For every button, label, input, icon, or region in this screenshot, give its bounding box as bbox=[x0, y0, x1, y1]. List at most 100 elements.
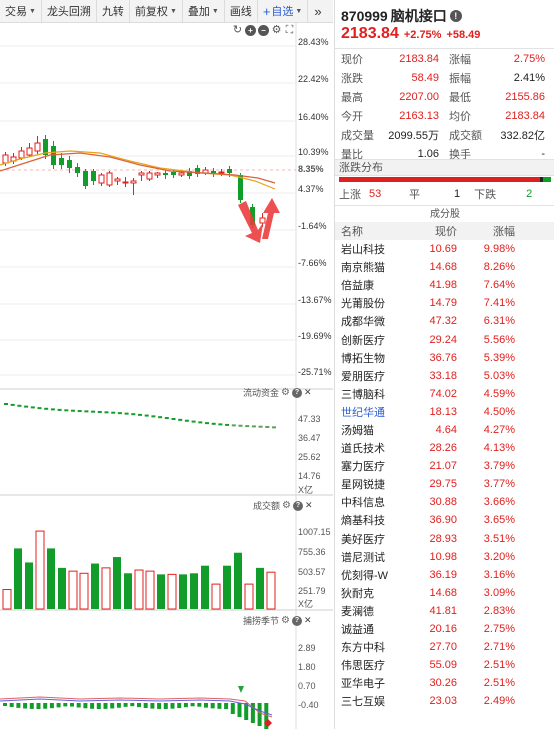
volume-bar-down bbox=[58, 567, 66, 609]
help-icon[interactable]: ? bbox=[291, 615, 302, 626]
constituent-row[interactable]: 星网锐捷 29.75 3.77% bbox=[335, 475, 554, 493]
constituent-row[interactable]: 东方中科 27.70 2.71% bbox=[335, 638, 554, 656]
volume-bar-up bbox=[244, 583, 254, 610]
macd-line bbox=[0, 698, 273, 716]
refresh-icon[interactable]: ↻ bbox=[232, 24, 243, 36]
constituent-row[interactable]: 三七互娱 23.03 2.49% bbox=[335, 692, 554, 710]
constituent-row[interactable]: 道氏技术 28.26 4.13% bbox=[335, 439, 554, 457]
constituent-row[interactable]: 岩山科技 10.69 9.98% bbox=[335, 240, 554, 258]
macd-bar bbox=[163, 703, 168, 709]
macd-bar bbox=[103, 703, 108, 709]
flow-mark bbox=[158, 416, 163, 419]
constituent-name: 倍益康 bbox=[341, 280, 374, 293]
toolbar-button[interactable]: 画线 bbox=[225, 0, 258, 23]
constituent-row[interactable]: 成都华微 47.32 6.31% bbox=[335, 312, 554, 330]
toolbar-button[interactable]: 龙头回溯 bbox=[42, 0, 97, 23]
quote-grid: 现价 2183.84 涨幅 2.75% 涨跌 58.49 振幅 2.41% 最高 2207.00 最… bbox=[335, 48, 554, 163]
indicator-axis-label: 2.89 bbox=[298, 643, 316, 653]
constituent-name: 三七互娱 bbox=[341, 696, 385, 709]
flow-mark bbox=[111, 411, 116, 414]
close-icon[interactable]: ✕ bbox=[303, 387, 312, 397]
add-favorite-button[interactable]: + 自选 ▼ bbox=[258, 0, 309, 23]
constituent-name: 麦澜德 bbox=[341, 605, 374, 618]
macd-bar bbox=[183, 703, 188, 708]
gear-icon[interactable]: ⚙ bbox=[281, 615, 290, 626]
toolbar-button[interactable]: 叠加 ▼ bbox=[183, 0, 225, 23]
zoom-out-icon[interactable]: − bbox=[258, 25, 269, 36]
constituent-name: 中科信息 bbox=[341, 497, 385, 510]
constituent-name: 成都华微 bbox=[341, 316, 385, 329]
constituent-row[interactable]: 伟思医疗 55.09 2.51% bbox=[335, 656, 554, 674]
quote-row: 今开 2163.13 均价 2183.84 bbox=[335, 106, 554, 125]
info-icon[interactable]: ! bbox=[449, 10, 462, 22]
more-icon[interactable]: » bbox=[314, 3, 322, 19]
flow-mark bbox=[104, 411, 109, 414]
toolbar-button[interactable]: 交易 ▼ bbox=[0, 0, 42, 23]
gear-icon[interactable]: ⚙ bbox=[271, 24, 282, 36]
constituent-name: 博拓生物 bbox=[341, 352, 385, 365]
constituent-row[interactable]: 中科信息 30.88 3.66% bbox=[335, 493, 554, 511]
macd-bar bbox=[16, 703, 21, 708]
quote-row: 最高 2207.00 最低 2155.86 bbox=[335, 87, 554, 106]
flow-mark bbox=[171, 417, 176, 420]
constituent-row[interactable]: 爱朋医疗 33.18 5.03% bbox=[335, 367, 554, 385]
distribution-stats: 上涨 53 平 1 下跌 2 bbox=[335, 185, 554, 202]
constituent-row[interactable]: 三博脑科 74.02 4.59% bbox=[335, 385, 554, 403]
constituent-row[interactable]: 创新医疗 29.24 5.56% bbox=[335, 330, 554, 348]
toolbar-button[interactable]: 九转 bbox=[97, 0, 130, 23]
candle-up bbox=[2, 154, 9, 164]
candle-up bbox=[146, 172, 153, 180]
constituent-row[interactable]: 谱尼测试 10.98 3.20% bbox=[335, 548, 554, 566]
flow-mark bbox=[91, 410, 96, 413]
quote-value: 2099.55万 bbox=[388, 129, 439, 142]
constituent-row[interactable]: 倍益康 41.98 7.64% bbox=[335, 276, 554, 294]
zoom-in-icon[interactable]: + bbox=[245, 25, 256, 36]
constituent-row[interactable]: 光莆股份 14.79 7.41% bbox=[335, 294, 554, 312]
constituent-row[interactable]: 熵基科技 36.90 3.65% bbox=[335, 511, 554, 529]
candle-down bbox=[91, 171, 96, 181]
help-icon[interactable]: ? bbox=[292, 500, 303, 511]
constituent-name: 美好医疗 bbox=[341, 533, 385, 546]
macd-bar bbox=[29, 703, 34, 709]
up-count: 53 bbox=[369, 187, 382, 200]
constituent-row[interactable]: 世纪华通 18.13 4.50% bbox=[335, 403, 554, 421]
candle-up bbox=[114, 178, 121, 182]
plus-icon: + bbox=[262, 3, 271, 19]
constituent-row[interactable]: 亚华电子 30.26 2.51% bbox=[335, 674, 554, 692]
constituent-row[interactable]: 麦澜德 41.81 2.83% bbox=[335, 602, 554, 620]
constituent-price: 29.75 bbox=[429, 478, 457, 491]
info-panel: 870999 脑机接口 ! 2183.84 +2.75% +58.49 现价 21… bbox=[334, 0, 554, 729]
flow-mark bbox=[198, 421, 203, 424]
chart-canvas[interactable] bbox=[0, 23, 333, 729]
maximize-icon[interactable]: ⛶ bbox=[285, 24, 294, 36]
constituent-row[interactable]: 塞力医疗 21.07 3.79% bbox=[335, 457, 554, 475]
constituent-row[interactable]: 汤姆猫 4.64 4.27% bbox=[335, 421, 554, 439]
candle-down bbox=[43, 139, 48, 155]
candle-down bbox=[67, 160, 72, 168]
constituent-row[interactable]: 美好医疗 28.93 3.51% bbox=[335, 530, 554, 548]
macd-bar bbox=[63, 703, 68, 707]
indicator-axis-label: 1.80 bbox=[298, 662, 316, 672]
col-name[interactable]: 名称 bbox=[341, 226, 363, 238]
flow-mark bbox=[251, 425, 256, 428]
gear-icon[interactable]: ⚙ bbox=[282, 500, 291, 511]
candle-down bbox=[187, 171, 192, 176]
col-pct[interactable]: 涨幅 bbox=[493, 226, 515, 238]
col-price[interactable]: 现价 bbox=[435, 226, 457, 238]
constituent-row[interactable]: 诚益通 20.16 2.75% bbox=[335, 620, 554, 638]
volume-bar-down bbox=[124, 573, 132, 609]
constituent-pct: 8.26% bbox=[483, 261, 515, 274]
chart-area[interactable]: 交易 ▼ 龙头回溯 九转 前复权 ▼ 叠加 ▼ 画线 + 自选 ▼» ↻ + − ⚙ ⛶ 28.43%… bbox=[0, 0, 333, 729]
price-axis-label: -13.67% bbox=[298, 295, 332, 305]
volume-bar-down bbox=[47, 548, 55, 609]
toolbar-button[interactable]: 前复权 ▼ bbox=[130, 0, 183, 23]
constituent-row[interactable]: 狄耐克 14.68 3.09% bbox=[335, 584, 554, 602]
constituent-row[interactable]: 南京熊猫 14.68 8.26% bbox=[335, 258, 554, 276]
gear-icon[interactable]: ⚙ bbox=[281, 387, 290, 398]
constituent-row[interactable]: 博拓生物 36.76 5.39% bbox=[335, 349, 554, 367]
constituent-row[interactable]: 优刻得-W 36.19 3.16% bbox=[335, 566, 554, 584]
price-row: 2183.84 +2.75% +58.49 bbox=[341, 25, 480, 43]
help-icon[interactable]: ? bbox=[291, 387, 302, 398]
close-icon[interactable]: ✕ bbox=[303, 615, 312, 625]
close-icon[interactable]: ✕ bbox=[304, 500, 313, 510]
